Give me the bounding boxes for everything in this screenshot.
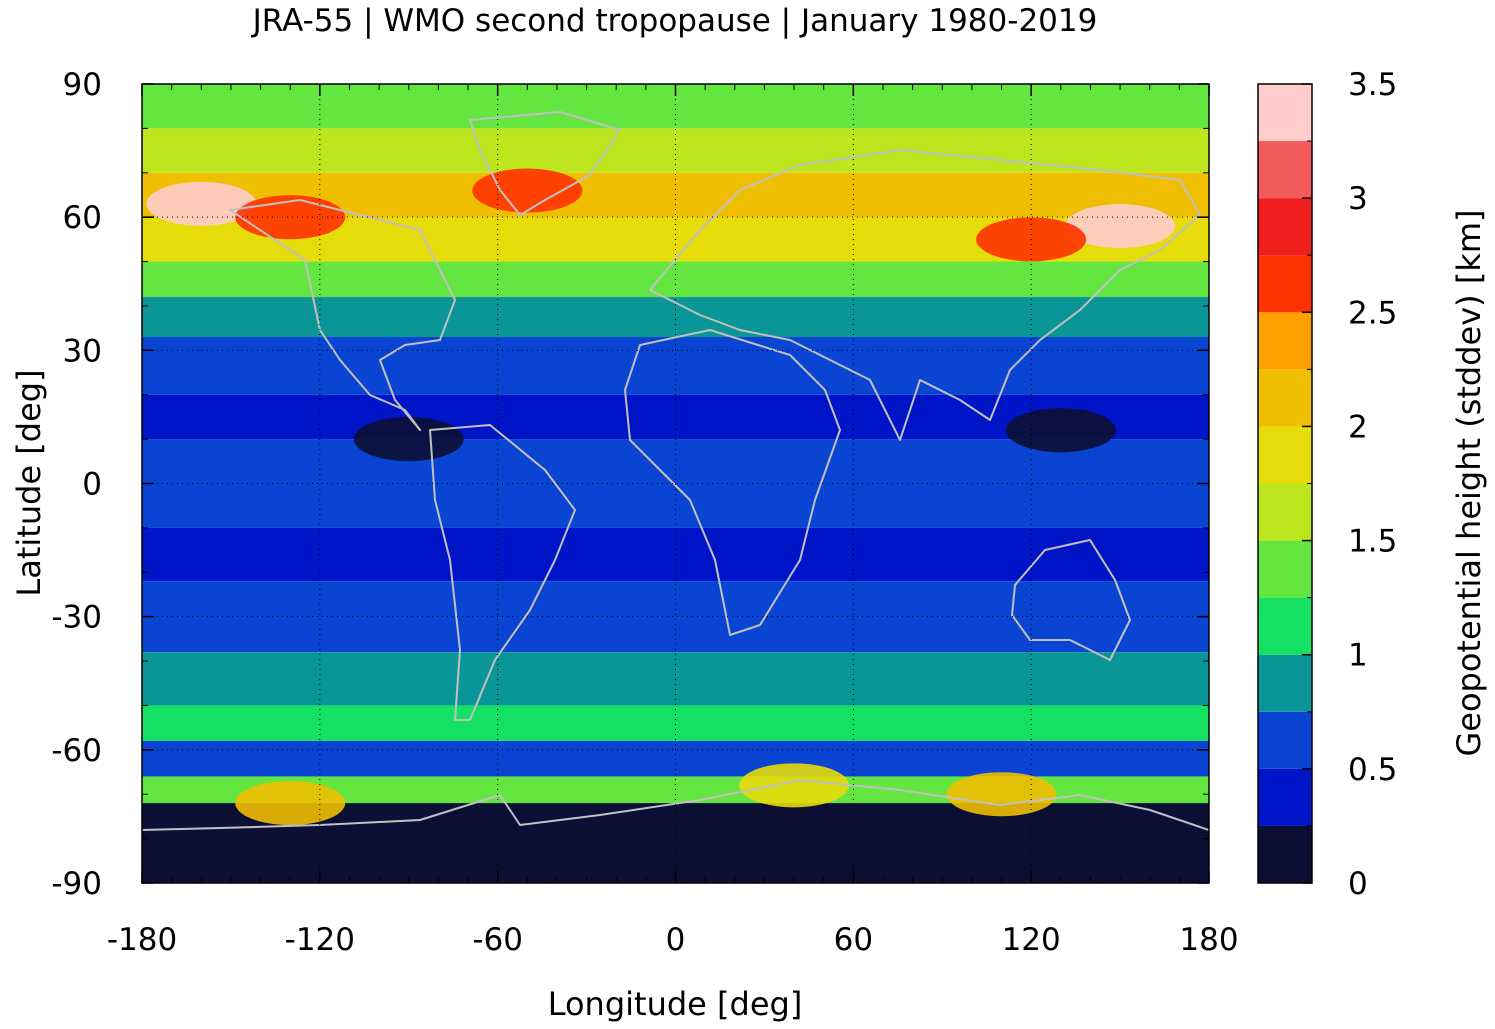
y-axis-label: Latitude [deg]	[10, 369, 48, 596]
colorbar-label: Geopotential height (stddev) [km]	[1450, 209, 1488, 756]
coastline-eurasia	[649, 149, 1201, 441]
colorbar-tick-label-3: 1.5	[1348, 524, 1397, 560]
gridlines	[142, 84, 1209, 883]
x-tick-label-1: -120	[285, 922, 355, 958]
x-axis-label: Longitude [deg]	[548, 985, 803, 1023]
colorbar-tick-label-5: 2.5	[1348, 295, 1397, 331]
heatmap-band-1	[142, 128, 1209, 173]
y-tick-label-5: -60	[51, 733, 102, 769]
x-tick-label-4: 60	[834, 922, 873, 958]
colorbar-level-12	[1258, 141, 1312, 199]
coastline-australia	[1011, 539, 1131, 661]
y-tick-label-0: 90	[63, 67, 102, 103]
y-tick-label-3: 0	[82, 467, 102, 503]
y-axis-ticks: 90 60 30 0 -30 -60 -90	[51, 67, 1209, 902]
colorbar-level-2	[1258, 711, 1312, 769]
y-tick-label-1: 60	[63, 200, 102, 236]
colorbar-tick-label-1: 0.5	[1348, 752, 1397, 788]
colorbar-level-7	[1258, 426, 1312, 484]
heatmap-hotspot-5	[739, 763, 850, 808]
y-tick-label-4: -30	[51, 600, 102, 636]
colorbar-tick-label-0: 0	[1348, 866, 1368, 902]
chart-title: JRA-55 | WMO second tropopause | January…	[251, 3, 1098, 39]
coastline-antarctica	[142, 779, 1209, 831]
heatmap-band-12	[142, 705, 1209, 741]
colorbar-level-6	[1258, 483, 1312, 541]
heatmap-band-8	[142, 439, 1209, 528]
heatmap-hotspot-9	[1005, 408, 1116, 453]
coastline-south-america	[429, 424, 576, 721]
y-tick-label-6: -90	[51, 866, 102, 902]
x-tick-label-6: 180	[1179, 922, 1238, 958]
colorbar-level-4	[1258, 597, 1312, 655]
y-tick-label-2: 30	[63, 333, 102, 369]
heatmap-band-13	[142, 740, 1209, 777]
colorbar-tick-label-7: 3.5	[1348, 67, 1397, 103]
coastline-africa	[624, 329, 841, 636]
x-tick-label-2: -60	[472, 922, 523, 958]
colorbar-level-13	[1258, 84, 1312, 142]
colorbar-level-1	[1258, 768, 1312, 826]
heatmap-hotspot-7	[235, 781, 346, 826]
heatmap-hotspot-6	[946, 772, 1057, 817]
plot-area	[142, 84, 1209, 883]
colorbar-level-8	[1258, 369, 1312, 427]
x-tick-label-0: -180	[107, 922, 177, 958]
coastline-north-america	[229, 199, 456, 431]
colorbar-tick-label-4: 2	[1348, 409, 1368, 445]
colorbar-level-11	[1258, 198, 1312, 256]
coastline-greenland	[469, 111, 621, 216]
heatmap-hotspot-8	[353, 417, 464, 462]
heatmap-hotspots	[146, 168, 1176, 826]
x-axis-ticks: -180 -120 -60 0 60 120 180	[107, 84, 1239, 958]
heatmap-hotspot-2	[472, 168, 583, 213]
colorbar-level-5	[1258, 540, 1312, 598]
colorbar-level-3	[1258, 654, 1312, 712]
x-tick-label-5: 120	[1002, 922, 1061, 958]
colorbar-level-0	[1258, 825, 1312, 883]
x-tick-label-3: 0	[666, 922, 686, 958]
heatmap-band-11	[142, 652, 1209, 706]
colorbar	[1258, 84, 1312, 883]
colorbar-level-10	[1258, 255, 1312, 313]
colorbar-tick-label-6: 3	[1348, 181, 1368, 217]
heatmap-band-6	[142, 337, 1209, 395]
heatmap-hotspot-3	[1065, 204, 1176, 249]
coastlines	[142, 111, 1209, 831]
colorbar-tick-label-2: 1	[1348, 638, 1368, 674]
colorbar-level-9	[1258, 312, 1312, 370]
heatmap-hotspot-0	[146, 181, 257, 226]
colorbar-ticks: 0 0.5 1 1.5 2 2.5 3 3.5	[1302, 67, 1397, 902]
